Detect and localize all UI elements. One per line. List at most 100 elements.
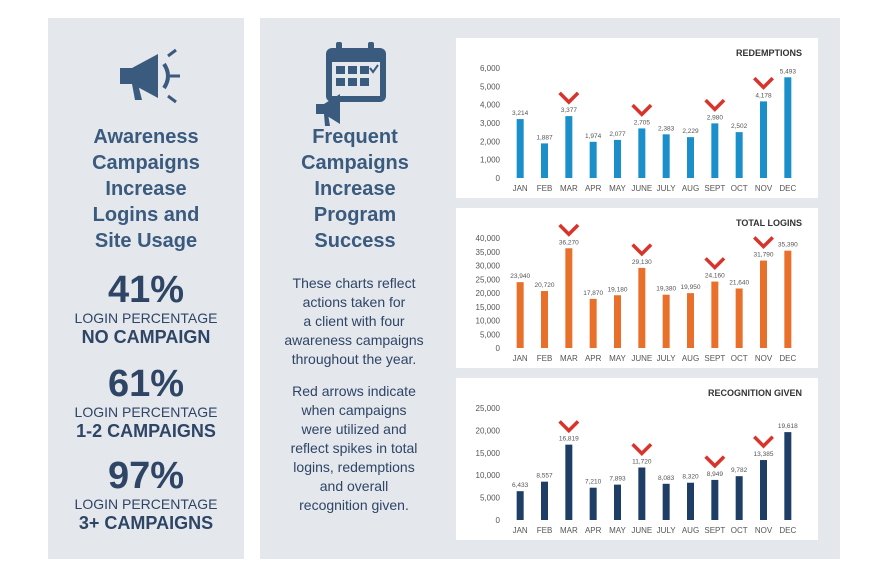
x-tick-label: JAN xyxy=(513,184,528,193)
stat-category: NO CAMPAIGN xyxy=(81,327,211,347)
campaign-marker-icon xyxy=(704,257,726,271)
data-label: 2,229 xyxy=(682,128,699,135)
bar-feb xyxy=(541,291,548,348)
y-tick-label: 40,000 xyxy=(476,234,501,243)
bar-jan xyxy=(516,119,524,178)
bar-dec xyxy=(784,432,792,520)
bar-nov xyxy=(760,101,767,178)
data-label: 13,385 xyxy=(754,451,774,458)
x-tick-label: FEB xyxy=(537,354,553,363)
data-label: 1,974 xyxy=(585,133,602,140)
bar-nov xyxy=(760,260,767,348)
y-tick-label: 25,000 xyxy=(476,404,501,413)
data-label: 24,160 xyxy=(705,273,725,280)
data-label: 3,377 xyxy=(561,107,578,114)
bar-aug xyxy=(687,482,694,520)
data-label: 31,790 xyxy=(754,252,774,259)
data-label: 2,077 xyxy=(609,131,626,138)
data-label: 9,782 xyxy=(731,467,748,474)
data-label: 19,180 xyxy=(608,286,628,293)
x-tick-label: JUNE xyxy=(631,354,652,363)
x-tick-label: NOV xyxy=(755,526,773,535)
y-tick-label: 35,000 xyxy=(476,248,501,257)
data-label: 29,130 xyxy=(632,259,652,266)
bar-july xyxy=(662,294,670,348)
bar-oct xyxy=(735,476,743,520)
campaign-marker-icon xyxy=(753,76,774,90)
bar-oct xyxy=(735,288,743,348)
bar-sept xyxy=(711,479,719,520)
y-tick-label: 0 xyxy=(496,174,501,183)
bar-may xyxy=(614,484,621,520)
description-paragraph-2: Red arrows indicate when campaigns were ut… xyxy=(290,383,418,513)
stat-percentage: 41% xyxy=(107,269,185,311)
bar-aug xyxy=(687,137,694,178)
y-tick-label: 6,000 xyxy=(480,64,501,73)
campaign-marker-icon xyxy=(558,91,580,105)
campaign-marker-icon xyxy=(631,103,653,117)
x-tick-label: OCT xyxy=(731,184,748,193)
bar-mar xyxy=(565,444,573,520)
y-tick-label: 5,000 xyxy=(480,494,501,503)
campaign-marker-icon xyxy=(558,420,580,434)
redemptions-chart: REDEMPTIONS 0 1,000 2,000 3,000 4,000 5,000 6,0… xyxy=(456,38,818,198)
chart-svg: TOTAL LOGINS 0 5,000 10,000 15,000 20,000 25,0… xyxy=(476,218,802,363)
bar-aug xyxy=(687,293,694,348)
y-tick-label: 3,000 xyxy=(480,119,501,128)
x-tick-label: SEPT xyxy=(704,526,725,535)
bar-june xyxy=(638,467,646,520)
x-tick-label: JULY xyxy=(657,184,677,193)
data-label: 8,320 xyxy=(682,474,699,481)
data-label: 8,949 xyxy=(707,471,724,478)
x-tick-label: JAN xyxy=(513,526,528,535)
calendar-megaphone-icon xyxy=(316,42,386,126)
x-tick-label: NOV xyxy=(755,184,773,193)
bar-mar xyxy=(565,248,573,348)
data-label: 19,618 xyxy=(778,423,798,430)
y-tick-label: 1,000 xyxy=(480,156,501,165)
data-label: 7,893 xyxy=(609,476,626,483)
y-tick-label: 2,000 xyxy=(480,137,501,146)
middle-title: Frequent Campaigns Increase Program Success xyxy=(301,126,409,252)
bar-sept xyxy=(711,123,719,178)
x-tick-label: DEC xyxy=(779,526,796,535)
y-tick-label: 0 xyxy=(496,344,501,353)
x-tick-label: AUG xyxy=(682,354,699,363)
x-tick-label: AUG xyxy=(682,184,699,193)
data-label: 35,390 xyxy=(778,242,798,249)
data-label: 7,210 xyxy=(585,479,602,486)
y-tick-label: 15,000 xyxy=(476,449,501,458)
campaign-marker-icon xyxy=(631,443,653,456)
x-tick-label: JUNE xyxy=(631,526,652,535)
x-tick-label: OCT xyxy=(731,526,748,535)
recognition-given-chart: RECOGNITION GIVEN 0 5,000 10,000 15,000 20,00… xyxy=(456,378,818,540)
x-tick-label: DEC xyxy=(779,184,796,193)
campaign-marker-icon xyxy=(631,243,653,257)
campaign-marker-icon xyxy=(704,455,726,469)
y-tick-label: 10,000 xyxy=(476,317,501,326)
data-label: 3,214 xyxy=(512,110,529,117)
bar-apr xyxy=(589,141,597,178)
description-paragraph-1: These charts reflect actions taken for a c… xyxy=(284,275,424,367)
x-tick-label: APR xyxy=(585,184,602,193)
x-tick-label: MAY xyxy=(609,354,626,363)
data-label: 8,083 xyxy=(658,475,675,482)
x-tick-label: APR xyxy=(585,354,602,363)
x-tick-label: NOV xyxy=(755,354,773,363)
chart-title: RECOGNITION GIVEN xyxy=(708,388,802,398)
chart-title: REDEMPTIONS xyxy=(736,48,802,58)
data-label: 17,870 xyxy=(583,290,603,297)
data-label: 2,980 xyxy=(707,114,724,121)
x-tick-label: SEPT xyxy=(704,184,725,193)
bar-july xyxy=(662,134,670,178)
x-tick-label: MAR xyxy=(560,184,578,193)
data-label: 8,557 xyxy=(536,473,553,480)
stat-3-plus-campaigns: 97% LOGIN PERCENTAGE 3+ CAMPAIGNS xyxy=(48,456,244,534)
data-label: 36,270 xyxy=(559,239,579,246)
y-tick-label: 20,000 xyxy=(476,289,501,298)
x-tick-label: JAN xyxy=(513,354,528,363)
stat-label: LOGIN PERCENTAGE xyxy=(74,496,218,512)
data-label: 1,887 xyxy=(536,134,553,141)
bar-dec xyxy=(784,250,792,348)
bar-may xyxy=(614,139,621,178)
